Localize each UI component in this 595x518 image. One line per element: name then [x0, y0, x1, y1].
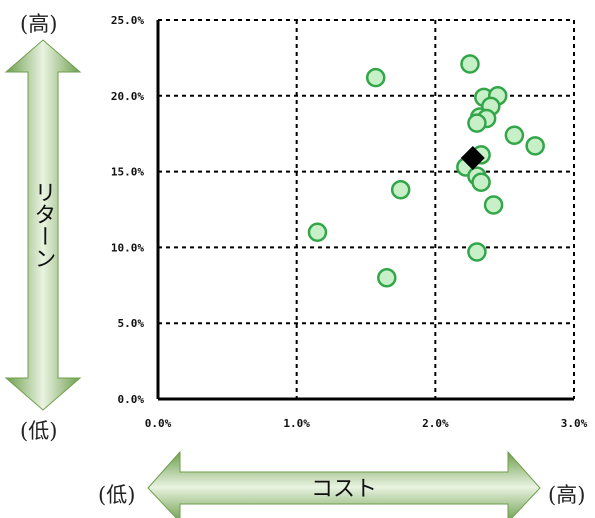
x-tick-label: 1.0%: [283, 417, 310, 430]
data-point: [460, 54, 480, 74]
data-point: [365, 67, 386, 88]
y-tick-label: 0.0%: [118, 393, 145, 406]
data-points: [307, 54, 545, 288]
axes: [156, 20, 574, 401]
data-point: [390, 180, 411, 200]
data-point: [471, 172, 491, 192]
x-tick-label: 3.0%: [561, 417, 588, 430]
x-high-label: (高): [548, 483, 586, 507]
y-low-label: (低): [20, 419, 58, 443]
y-tick-label: 15.0%: [111, 166, 144, 179]
x-low-label: (低): [98, 483, 136, 507]
return-arrow: [4, 39, 82, 411]
tick-labels: 0.0% 5.0% 10.0% 15.0% 20.0% 25.0% 0.0% 1.0% 2.0%…: [111, 14, 588, 430]
data-point: [377, 267, 397, 288]
data-point: [467, 113, 487, 133]
data-point: [483, 195, 504, 215]
y-tick-label: 10.0%: [111, 241, 144, 254]
data-point: [504, 125, 525, 145]
cost-arrow: [147, 450, 541, 518]
data-point: [467, 242, 487, 262]
y-tick-label: 5.0%: [118, 317, 145, 330]
x-tick-label: 2.0%: [422, 417, 449, 430]
data-point: [525, 136, 545, 156]
y-tick-label: 25.0%: [111, 14, 144, 27]
data-point: [307, 222, 328, 242]
y-high-label: (高): [20, 12, 58, 36]
y-tick-label: 20.0%: [111, 90, 144, 103]
y-axis-title: リターン: [31, 181, 56, 269]
highlight-point: [460, 145, 485, 170]
x-axis-title: コスト: [311, 477, 377, 502]
x-tick-label: 0.0%: [145, 417, 172, 430]
